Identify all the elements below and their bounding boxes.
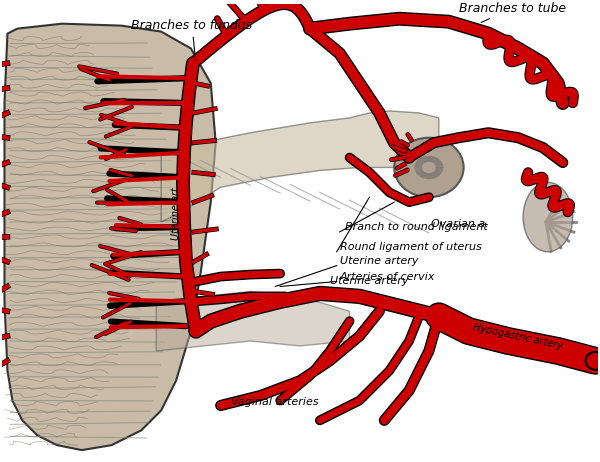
Text: Uterine artery: Uterine artery [340,255,418,266]
Text: Ovarian a.: Ovarian a. [431,219,488,229]
Text: Hypogastric artery: Hypogastric artery [472,322,564,351]
Text: Arteries of cervix: Arteries of cervix [340,272,435,281]
Text: Round ligament of uterus: Round ligament of uterus [340,242,481,252]
Polygon shape [4,24,216,450]
Text: Branches to tube: Branches to tube [458,2,566,23]
Ellipse shape [394,138,464,197]
Text: Branch to round ligament: Branch to round ligament [344,222,487,232]
Text: Uterine art.: Uterine art. [171,184,181,240]
Text: Uterine artery: Uterine artery [330,276,408,286]
Ellipse shape [586,352,600,370]
Polygon shape [161,111,439,222]
Ellipse shape [523,182,573,252]
Text: Vaginal arteries: Vaginal arteries [230,397,318,407]
Polygon shape [156,292,350,351]
Text: Branches to fundus: Branches to fundus [131,18,253,61]
